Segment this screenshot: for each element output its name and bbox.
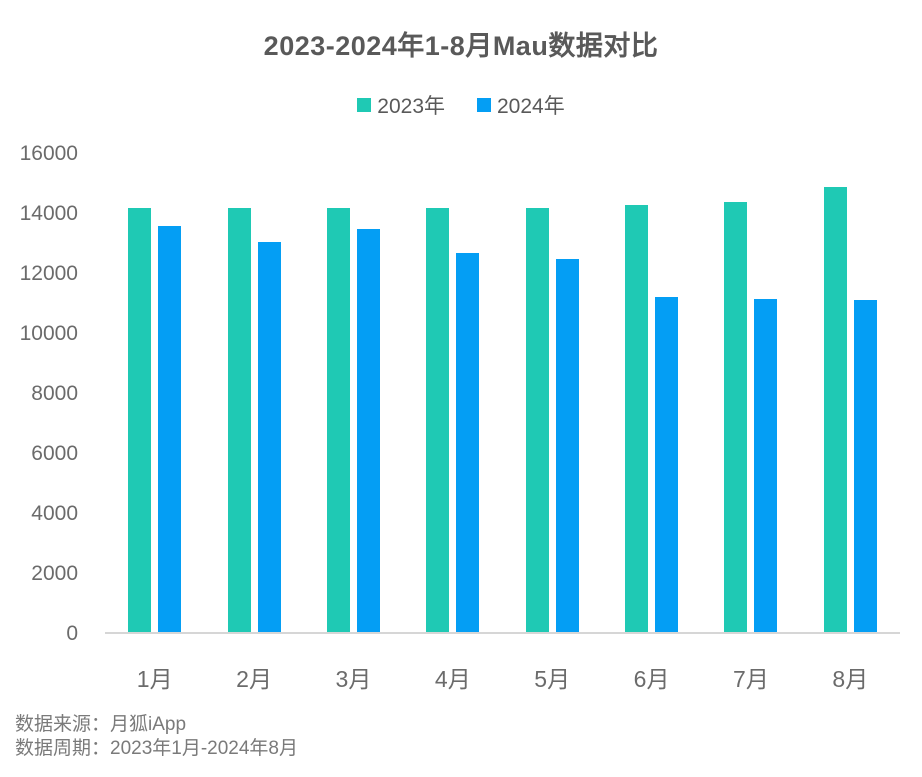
bar-group-3月	[326, 154, 380, 632]
bar-group-2月	[227, 154, 281, 632]
x-axis-label: 7月	[733, 666, 769, 692]
bar-2023年-1月	[128, 207, 152, 632]
footer: 数据来源：月狐iApp 数据周期：2023年1月-2024年8月	[15, 713, 298, 761]
bar-2024年-7月	[754, 298, 778, 632]
y-axis-tick: 10000	[19, 322, 78, 345]
bar-group-4月	[426, 154, 480, 632]
bar-2023年-2月	[227, 207, 251, 632]
bar-2023年-3月	[326, 207, 350, 632]
x-axis-label: 2月	[236, 666, 272, 692]
bar-2023年-6月	[625, 204, 649, 632]
x-axis-label: 1月	[136, 666, 173, 692]
bar-group-6月	[625, 154, 679, 632]
legend-item-2023年: 2023年	[357, 90, 445, 120]
bar-2024年-8月	[853, 300, 877, 632]
footer-source: 数据来源：月狐iApp	[15, 714, 187, 735]
bar-2024年-6月	[655, 297, 679, 632]
y-axis-tick: 0	[66, 622, 78, 645]
bar-group-7月	[724, 154, 778, 632]
legend-swatch-icon	[477, 98, 491, 112]
bar-2024年-4月	[456, 252, 480, 632]
x-axis: 1月 2月 3月 4月 5月 6月 7月 8月	[105, 660, 900, 694]
bar-2024年-1月	[158, 225, 182, 632]
legend-item-2024年: 2024年	[477, 90, 565, 120]
x-axis-label: 5月	[534, 666, 571, 692]
chart-title: 2023-2024年1-8月Mau数据对比	[263, 31, 659, 61]
x-axis-label: 4月	[434, 666, 471, 692]
x-axis-label: 6月	[633, 666, 670, 692]
bar-group-1月	[128, 154, 182, 632]
footer-period: 数据周期：2023年1月-2024年8月	[15, 738, 298, 759]
bar-2024年-3月	[356, 228, 380, 632]
y-axis-tick: 12000	[19, 262, 78, 285]
legend-label: 2024年	[497, 95, 565, 118]
bar-2023年-8月	[823, 186, 847, 632]
x-axis-label: 8月	[832, 666, 869, 692]
bar-group-5月	[525, 154, 579, 632]
y-axis: 0 2000 4000 6000 8000 10000 12000 14000 16000	[0, 142, 78, 645]
y-axis-tick: 8000	[31, 382, 78, 405]
bar-2024年-2月	[257, 242, 281, 632]
legend-swatch-icon	[357, 98, 372, 112]
y-axis-tick: 16000	[19, 142, 78, 165]
y-axis-tick: 14000	[19, 202, 78, 225]
legend: 2023年 2024年	[0, 90, 922, 120]
bar-2023年-4月	[426, 207, 450, 632]
plot-area	[105, 154, 900, 634]
bar-2023年-7月	[724, 201, 748, 632]
legend-label: 2023年	[377, 95, 445, 118]
bar-2024年-5月	[555, 258, 579, 632]
y-axis-tick: 2000	[31, 562, 78, 585]
bar-2023年-5月	[525, 207, 549, 632]
y-axis-tick: 4000	[31, 502, 78, 525]
bar-group-8月	[823, 154, 877, 632]
x-axis-label: 3月	[335, 666, 372, 692]
y-axis-tick: 6000	[31, 442, 78, 465]
